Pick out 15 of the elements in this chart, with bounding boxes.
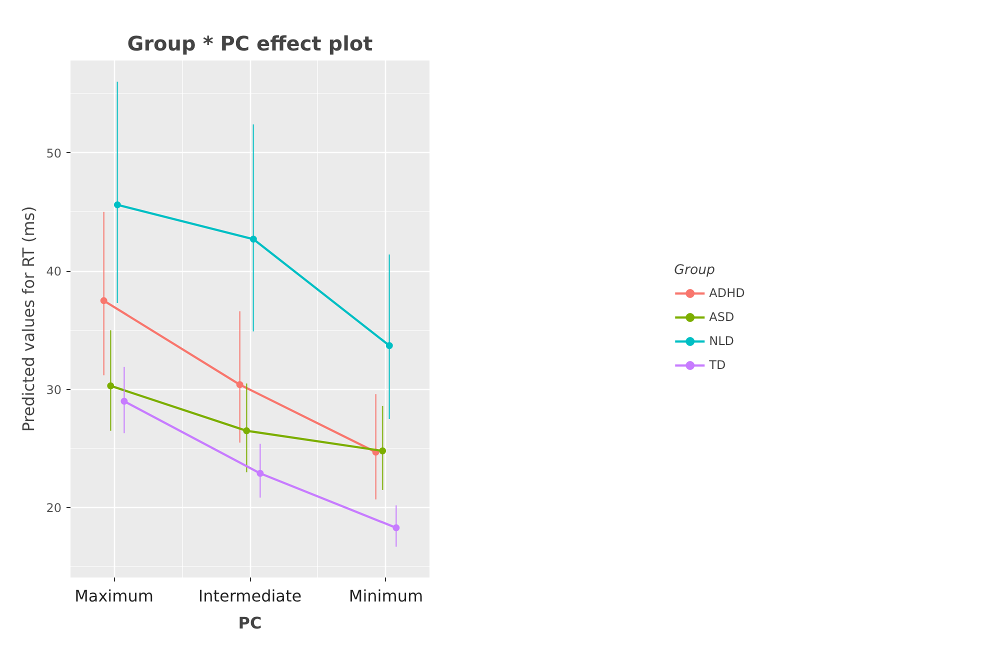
x-tick-label: Minimum (348, 586, 424, 606)
y-axis-title: Predicted values for RT (ms) (19, 206, 38, 432)
x-axis-title: PC (238, 614, 262, 632)
y-tick-label: 40 (46, 264, 62, 279)
x-tick-label: Intermediate (198, 586, 302, 606)
legend-title: Group (674, 262, 716, 278)
chart-title: Group * PC effect plot (127, 32, 374, 56)
legend-label: TD (709, 358, 727, 372)
legend-label: ASD (709, 310, 734, 324)
y-tick-label: 30 (46, 382, 62, 397)
x-tick-label: Maximum (74, 586, 154, 606)
legend-label: NLD (709, 334, 734, 348)
legend-label: ADHD (709, 286, 745, 300)
y-tick-label: 20 (46, 501, 62, 516)
y-tick-label: 50 (46, 146, 62, 160)
